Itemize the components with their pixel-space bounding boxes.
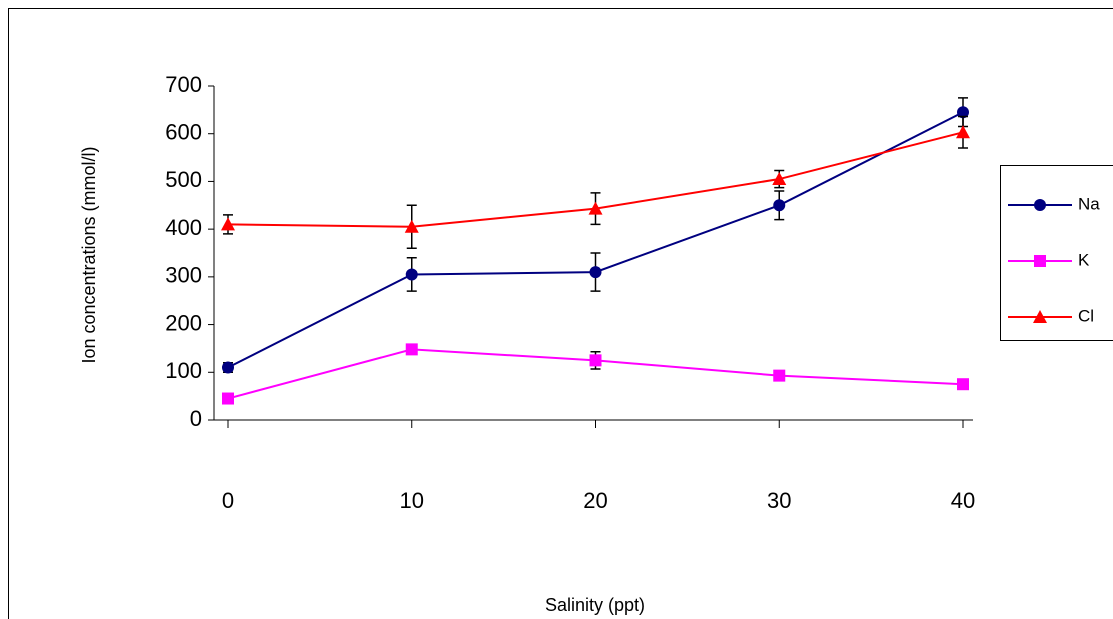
marker	[1033, 310, 1047, 323]
x-tick-label: 0	[222, 488, 234, 513]
chart-border	[8, 8, 1113, 619]
marker	[1034, 255, 1046, 267]
marker	[772, 172, 787, 186]
x-axis-label: Salinity (ppt)	[545, 595, 645, 615]
y-tick-label: 200	[165, 310, 202, 335]
marker	[404, 219, 419, 233]
marker	[773, 369, 786, 382]
series-line	[227, 111, 964, 369]
legend-label: Cl	[1078, 306, 1094, 325]
x-tick-label: 40	[951, 488, 975, 513]
legend-label: Na	[1078, 194, 1100, 213]
legend-label: K	[1078, 250, 1090, 269]
y-tick-label: 100	[165, 358, 202, 383]
marker	[773, 199, 786, 212]
marker	[221, 217, 235, 231]
y-tick-label: 400	[165, 215, 202, 240]
marker	[1034, 199, 1046, 211]
y-tick-label: 300	[165, 263, 202, 288]
legend	[1000, 165, 1113, 341]
y-tick-label: 500	[165, 167, 202, 192]
y-tick-label: 700	[165, 72, 202, 97]
x-tick-label: 20	[583, 488, 607, 513]
marker	[405, 343, 418, 356]
marker	[957, 106, 969, 119]
marker	[222, 392, 234, 405]
y-axis-label: Ion concentrations (mmol/l)	[79, 146, 99, 363]
y-tick-label: 0	[190, 406, 202, 431]
y-tick-label: 600	[165, 120, 202, 145]
marker	[589, 354, 602, 367]
marker	[957, 378, 969, 391]
x-tick-label: 30	[767, 488, 791, 513]
marker	[956, 125, 970, 139]
marker	[589, 266, 602, 279]
marker	[588, 201, 603, 215]
marker	[222, 361, 234, 374]
x-tick-label: 10	[400, 488, 424, 513]
marker	[405, 268, 418, 281]
